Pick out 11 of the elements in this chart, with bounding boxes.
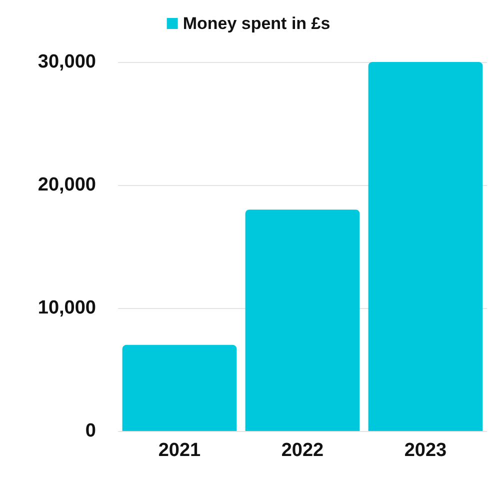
bar	[368, 62, 483, 431]
x-tick-label: 2021	[158, 440, 202, 461]
legend-label: Money spent in £s	[182, 14, 330, 33]
y-tick-label: 20,000	[38, 174, 96, 196]
x-tick-label: 2022	[281, 440, 324, 461]
bar	[122, 344, 237, 431]
x-tick-label: 2023	[404, 440, 447, 461]
y-tick-label: 30,000	[38, 52, 96, 72]
bar	[245, 210, 360, 431]
y-tick-label: 10,000	[38, 298, 96, 318]
y-tick-label: 0	[85, 420, 96, 442]
